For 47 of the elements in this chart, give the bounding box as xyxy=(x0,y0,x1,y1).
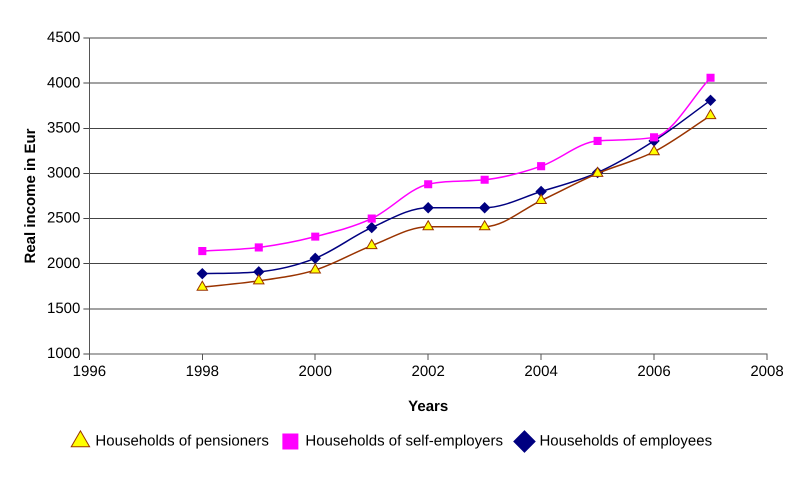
y-tick-label: 3500 xyxy=(46,119,80,136)
point xyxy=(368,214,376,223)
x-tick-label: 2002 xyxy=(411,363,445,380)
point xyxy=(198,247,206,256)
point xyxy=(650,133,658,142)
y-tick-label: 1000 xyxy=(46,345,80,362)
x-tick-label: 1998 xyxy=(186,363,219,380)
point xyxy=(537,162,546,170)
point xyxy=(536,186,547,197)
point xyxy=(648,145,660,156)
point xyxy=(310,252,321,264)
legend-label: Households of pensioners xyxy=(95,432,269,450)
x-tick-label: 2004 xyxy=(524,363,558,380)
point xyxy=(196,280,208,291)
y-tick-label: 3000 xyxy=(46,164,80,182)
point xyxy=(422,220,434,230)
y-tick-label: 1500 xyxy=(46,300,80,317)
x-axis-title: Years xyxy=(408,398,448,416)
y-tick-label: 2000 xyxy=(46,254,80,272)
point xyxy=(253,266,264,278)
x-tick-label: 2000 xyxy=(298,363,332,380)
y-tick-label: 4500 xyxy=(46,29,80,46)
x-tick-label: 1996 xyxy=(72,363,106,380)
point xyxy=(479,202,490,214)
point xyxy=(253,274,264,284)
point xyxy=(535,194,547,204)
x-tick-label: 2006 xyxy=(637,363,671,380)
point xyxy=(196,268,208,280)
point xyxy=(424,180,432,188)
point xyxy=(480,176,489,184)
point xyxy=(422,202,434,214)
legend-label: Households of self-employers xyxy=(305,432,503,450)
point xyxy=(706,74,715,82)
legend-label: Households of employees xyxy=(539,432,712,450)
y-tick-label: 2500 xyxy=(46,210,80,227)
point xyxy=(366,239,378,250)
y-axis-title: Real income in Eur xyxy=(22,128,40,264)
x-tick-label: 2008 xyxy=(750,363,784,380)
point xyxy=(311,232,320,241)
point xyxy=(254,243,263,252)
point xyxy=(478,220,490,230)
point xyxy=(705,94,716,106)
point xyxy=(366,222,378,234)
point xyxy=(310,264,321,274)
point xyxy=(704,109,716,120)
y-tick-label: 4000 xyxy=(46,74,80,92)
point xyxy=(594,136,602,145)
